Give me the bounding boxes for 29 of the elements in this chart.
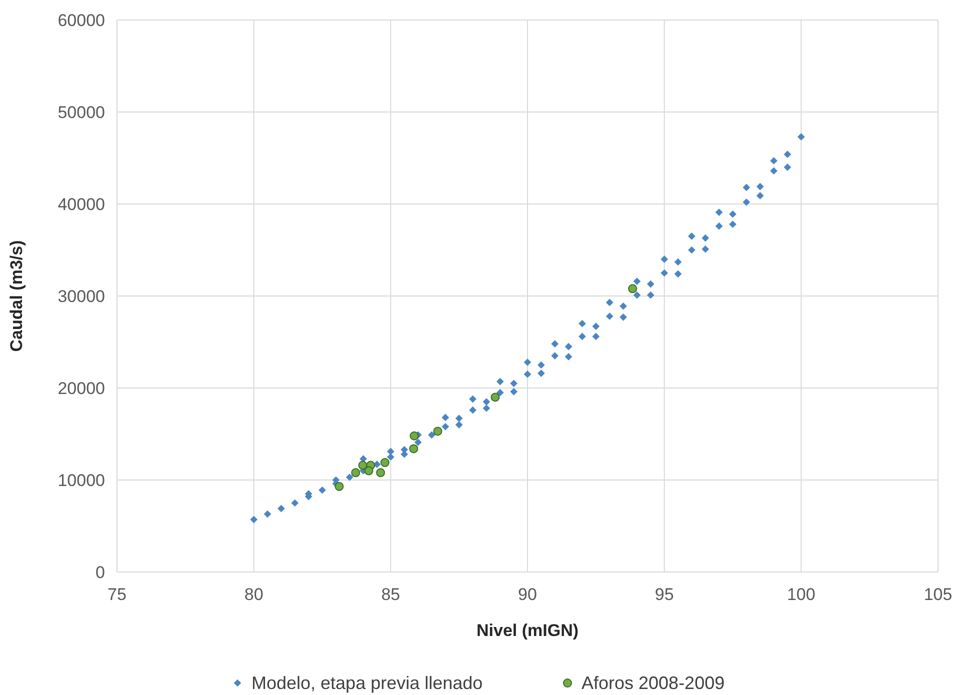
point — [409, 444, 418, 454]
point — [380, 458, 390, 468]
x-tick-label: 105 — [924, 585, 952, 604]
point — [364, 466, 374, 476]
point — [358, 460, 368, 470]
y-tick-label: 30000 — [58, 287, 105, 306]
y-tick-label: 40000 — [58, 195, 105, 214]
x-tick-label: 95 — [654, 585, 674, 604]
point — [334, 482, 344, 491]
point — [433, 426, 442, 436]
y-tick-label: 50000 — [58, 103, 105, 122]
y-tick-label: 10000 — [58, 471, 105, 490]
point — [376, 468, 386, 478]
x-tick-label: 100 — [786, 585, 816, 604]
legend-label: Modelo, etapa previa llenado — [252, 673, 483, 693]
y-tick-label: 0 — [96, 563, 105, 582]
legend-label: Aforos 2008-2009 — [582, 673, 725, 693]
y-axis-title: Caudal (m3/s) — [7, 240, 26, 352]
x-tick-label: 75 — [108, 585, 126, 604]
point — [410, 431, 419, 440]
x-axis-title: Nivel (mIGN) — [476, 621, 579, 640]
x-tick-label: 80 — [244, 585, 264, 604]
point — [490, 392, 500, 402]
point — [628, 284, 638, 294]
y-tick-label: 20000 — [58, 379, 105, 398]
y-tick-label: 60000 — [58, 11, 105, 30]
point — [351, 468, 360, 478]
x-tick-label: 90 — [518, 585, 537, 604]
x-tick-label: 85 — [381, 585, 400, 604]
